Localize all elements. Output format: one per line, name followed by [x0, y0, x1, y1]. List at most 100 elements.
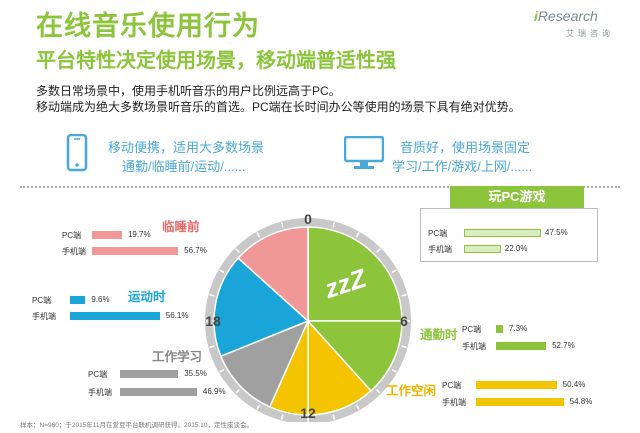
wedge-sleep [237, 226, 309, 323]
scene-title-commute: 通勤时 [420, 328, 458, 342]
bar-row-exercise-mobile: 手机端 56.1% [0, 309, 640, 323]
wedge-commute [307, 226, 403, 322]
bar-label: 手机端 [462, 342, 486, 351]
bar-value-label: 47.5% [545, 228, 568, 237]
wedge-work [219, 319, 310, 408]
clock-tick [219, 269, 225, 274]
brand-logo: iResearch [534, 8, 598, 24]
clock-tick [280, 222, 284, 228]
bar-work-mobile [120, 388, 197, 396]
bar-value-label: 56.7% [184, 246, 207, 255]
clock-tick [256, 404, 261, 410]
clock-tick [280, 414, 284, 420]
clock-tick [376, 389, 381, 394]
bar-row-game-pc: PC端 47.5% [0, 226, 640, 240]
bar-commute-mobile [496, 342, 547, 350]
clock-pie-chart: 0 6 12 18 zzZ [205, 211, 411, 422]
pc-feature-line-2: 学习/工作/游戏/上网/...... [392, 159, 533, 174]
bar-value-label: 9.6% [91, 295, 110, 304]
bar-row-exercise-pc: PC端 9.6% [0, 293, 640, 307]
bar-office-mobile [476, 398, 564, 406]
bar-label: 手机端 [88, 388, 112, 397]
bar-value-label: 22.0% [504, 244, 528, 253]
bar-label: PC端 [428, 229, 448, 238]
clock-tick [209, 293, 215, 297]
phone-feature-line-2: 通勤/临睡前/运动/...... [122, 159, 246, 174]
pc-feature-line-1: 音质好，使用场景固定 [400, 140, 531, 155]
bar-game-mobile [464, 245, 501, 253]
bar-commute-pc [496, 325, 503, 333]
clock-label-18: 18 [205, 313, 221, 329]
logo-text: Research [537, 8, 598, 24]
bar-row-office-mobile: 手机端 54.8% [0, 395, 640, 409]
clock-label-0: 0 [304, 211, 312, 227]
bar-sleep-mobile [92, 247, 179, 255]
bar-row-game-mobile: 手机端 22.0% [0, 242, 640, 256]
clock-tick [219, 368, 225, 373]
bar-value-label: 52.7% [552, 341, 575, 350]
bar-value-label: 46.9% [202, 387, 226, 396]
clock-tick [401, 345, 407, 349]
clock-tick [391, 269, 397, 274]
section-divider [20, 186, 620, 188]
logo-i: i [534, 8, 538, 24]
description-line-1: 多数日常场景中，使用手机听音乐的用户比例远高于PC。 [36, 84, 341, 98]
clock-label-6: 6 [400, 313, 408, 329]
clock-tick [391, 368, 397, 373]
bar-label: PC端 [62, 231, 82, 240]
description-line-2: 移动端成为绝大多数场景听音乐的首选。PC端在长时间办公等使用的场景下具有绝对优势… [36, 100, 521, 114]
clock-tick [332, 414, 336, 420]
clock-tick [401, 293, 407, 297]
bar-row-commute-mobile: 手机端 52.7% [0, 339, 640, 353]
clock-tick [256, 232, 261, 238]
wedge-commute-2 [306, 320, 403, 392]
bar-exercise-mobile [70, 312, 160, 320]
bar-label: 手机端 [32, 312, 56, 321]
bar-label: PC端 [88, 370, 108, 379]
scene-title-game: 玩PC游戏 [450, 186, 584, 208]
bar-row-sleep-mobile: 手机端 56.7% [0, 244, 640, 258]
bar-value-label: 54.8% [569, 397, 593, 406]
logo-subtext: 艾瑞咨询 [566, 29, 614, 38]
bar-game-pc [464, 229, 542, 237]
bar-value-label: 7.3% [508, 324, 528, 333]
footnote: 样本：N=960；于2015年11月在爱豆平台联机调研获得。2015.10，定性… [20, 422, 254, 429]
bar-label: PC端 [442, 381, 462, 390]
bar-sleep-pc [92, 231, 122, 239]
page-subtitle: 平台特性决定使用场景，移动端普适性强 [36, 50, 396, 72]
clock-tick [355, 232, 360, 238]
scene-title-exercise: 运动时 [128, 290, 166, 304]
bar-value-label: 35.5% [184, 369, 207, 378]
bar-label: 手机端 [62, 247, 86, 256]
clock-tick [332, 222, 336, 228]
bar-label: PC端 [32, 296, 52, 305]
scene-title-sleep: 临睡前 [162, 220, 200, 234]
bar-row-work-pc: PC端 35.5% [0, 367, 640, 381]
wedge-exercise [213, 257, 310, 358]
clock-label-12: 12 [300, 405, 316, 421]
wedge-office [307, 319, 372, 416]
clock-tick [209, 345, 215, 349]
bar-row-sleep-pc: PC端 19.7% [0, 228, 640, 242]
clock-tick [235, 248, 240, 253]
bar-work-pc [120, 370, 179, 378]
bar-exercise-pc [70, 296, 86, 304]
bar-row-commute-pc: PC端 7.3% [0, 322, 640, 336]
bar-row-office-pc: PC端 50.4% [0, 378, 640, 392]
clock-tick [355, 404, 360, 410]
monitor-icon [344, 136, 384, 169]
clock-tick [376, 248, 381, 253]
bar-value-label: 19.7% [127, 230, 151, 239]
scene-title-office: 工作空闲 [386, 384, 437, 398]
page-title: 在线音乐使用行为 [36, 11, 260, 41]
phone-feature-line-1: 移动便携，适用大多数场景 [108, 140, 265, 155]
bar-label: PC端 [462, 325, 482, 334]
bar-row-work-mobile: 手机端 46.9% [0, 385, 640, 399]
smartphone-icon [66, 134, 88, 172]
scene-title-work: 工作学习 [152, 350, 203, 364]
bar-office-pc [476, 381, 557, 389]
bar-value-label: 50.4% [562, 380, 586, 389]
clock-tick [235, 389, 240, 394]
bar-label: 手机端 [442, 398, 466, 407]
bar-value-label: 56.1% [165, 311, 189, 320]
